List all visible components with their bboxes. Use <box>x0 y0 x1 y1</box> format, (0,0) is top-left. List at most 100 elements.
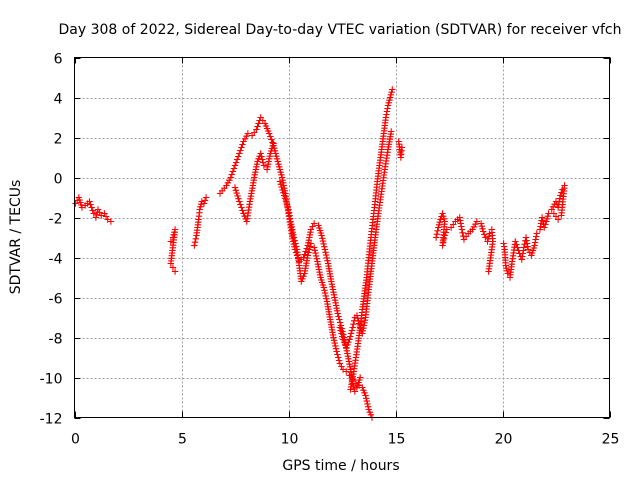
data-point-trace <box>338 363 345 370</box>
data-point-trace <box>324 257 331 264</box>
data-point-trace <box>191 238 199 246</box>
data-point <box>437 216 444 223</box>
data-point-trace <box>433 230 441 238</box>
data-point <box>333 348 340 355</box>
data-point-trace <box>238 204 245 211</box>
data-point-trace <box>192 235 199 243</box>
data-point-trace <box>267 133 274 140</box>
x-axis-label: GPS time / hours <box>282 458 399 474</box>
data-point <box>458 226 466 233</box>
data-point-trace <box>232 159 240 166</box>
data-point-trace <box>322 251 330 259</box>
data-point-trace <box>312 249 319 257</box>
data-point-trace <box>233 156 241 163</box>
data-point <box>520 244 528 251</box>
data-point <box>398 144 406 151</box>
data-point <box>231 184 239 191</box>
data-point-trace <box>254 123 261 130</box>
data-point <box>202 194 210 201</box>
data-point <box>533 230 540 237</box>
data-point <box>388 128 395 135</box>
y-tick-label: -2 <box>49 212 63 228</box>
data-point-trace <box>335 313 342 320</box>
data-point <box>171 268 179 275</box>
data-point <box>98 212 105 219</box>
data-point-trace <box>542 221 549 228</box>
data-point-trace <box>259 159 267 166</box>
data-point-trace <box>332 342 339 350</box>
data-point <box>307 240 315 247</box>
data-point <box>339 366 347 373</box>
data-point-trace <box>440 238 447 246</box>
data-point <box>545 210 552 217</box>
data-points <box>72 86 568 421</box>
data-point-trace <box>481 231 488 238</box>
data-point-trace <box>305 249 312 256</box>
data-point <box>473 218 481 225</box>
data-point <box>310 244 318 251</box>
plot-frame <box>74 57 610 418</box>
data-point <box>276 178 284 185</box>
data-point-trace <box>323 254 331 262</box>
data-point-trace <box>281 195 289 202</box>
data-point-trace <box>229 168 237 175</box>
data-point-trace <box>347 330 355 337</box>
data-point-trace <box>320 240 327 248</box>
data-point <box>320 284 328 291</box>
data-point-trace <box>311 247 319 254</box>
y-tick-label: -8 <box>49 332 63 348</box>
data-point <box>334 310 341 317</box>
data-point-trace <box>230 165 238 172</box>
data-point-trace <box>301 251 308 258</box>
data-point-trace <box>322 292 329 300</box>
data-point-trace <box>88 204 95 211</box>
data-point <box>343 368 350 375</box>
axis-ticks: 0 5 10 15 20 25 -12 -10 -8 -6 -4 -2 0 2 4 6 <box>40 52 620 448</box>
data-point-trace <box>255 120 262 127</box>
data-point <box>227 174 234 181</box>
chart-title: Day 308 of 2022, Sidereal Day-to-day VTE… <box>58 22 621 38</box>
data-point <box>355 382 363 389</box>
data-point <box>78 204 86 211</box>
data-point-trace <box>291 237 298 244</box>
data-point <box>439 242 446 249</box>
data-point <box>351 388 359 395</box>
data-point-trace <box>277 181 284 188</box>
data-point <box>480 228 487 235</box>
data-point-trace <box>283 200 290 208</box>
y-tick-label: -4 <box>49 252 63 268</box>
data-point-trace <box>232 187 240 194</box>
data-point-trace <box>339 333 346 340</box>
data-point-trace <box>268 136 275 143</box>
data-point-trace <box>89 207 96 214</box>
data-point-trace <box>235 153 242 160</box>
data-point-trace <box>313 255 320 262</box>
data-point <box>321 246 329 253</box>
data-point <box>432 234 440 241</box>
data-point <box>167 260 174 267</box>
y-tick-label: 2 <box>54 132 63 148</box>
data-point <box>482 234 489 241</box>
data-point-trace <box>459 229 466 237</box>
x-tick-label: 25 <box>602 432 620 448</box>
data-point <box>310 220 318 227</box>
data-point-trace <box>306 246 313 253</box>
data-point <box>290 234 298 241</box>
data-point-trace <box>434 227 441 235</box>
data-point-trace <box>335 354 342 361</box>
data-point-trace <box>323 295 330 302</box>
data-point <box>330 334 337 341</box>
data-point-trace <box>237 201 244 208</box>
data-point-trace <box>321 243 328 250</box>
data-point-trace <box>239 207 246 214</box>
data-point-trace <box>362 395 370 402</box>
data-point <box>512 238 519 245</box>
data-point-trace <box>302 248 309 255</box>
data-point <box>300 254 307 261</box>
data-point <box>389 86 396 93</box>
data-point <box>557 192 564 199</box>
data-point-trace <box>334 351 341 358</box>
x-tick-label: 10 <box>281 432 299 448</box>
data-point-trace <box>259 156 266 163</box>
data-point-trace <box>347 333 354 340</box>
